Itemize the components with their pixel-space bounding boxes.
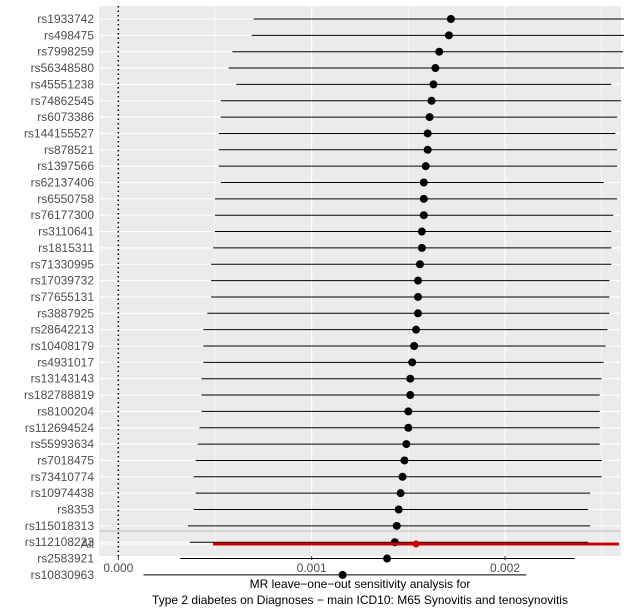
point-rs1815311 bbox=[417, 243, 426, 252]
point-rs3887925 bbox=[414, 309, 422, 318]
point-rs10830963 bbox=[338, 570, 347, 579]
y-tick-label: rs144155527 bbox=[24, 126, 94, 140]
y-tick-label: rs45551238 bbox=[31, 77, 95, 91]
y-tick-label: rs115018313 bbox=[25, 519, 94, 533]
point-rs17039732 bbox=[414, 276, 422, 285]
data-marks bbox=[143, 15, 624, 579]
y-tick-label: rs112694524 bbox=[25, 421, 94, 435]
x-tick-label: 0.000 bbox=[103, 561, 133, 575]
y-tick-label: rs8100204 bbox=[37, 404, 94, 418]
point-rs8100204 bbox=[404, 407, 413, 416]
y-tick-label: rs3887925 bbox=[37, 306, 94, 320]
y-tick-label: rs3110641 bbox=[38, 225, 94, 239]
point-rs28642213 bbox=[412, 325, 421, 334]
y-tick-label: rs1815311 bbox=[38, 241, 94, 255]
point-rs144155527 bbox=[423, 129, 432, 138]
point-rs1397566 bbox=[421, 162, 430, 171]
point-summary bbox=[412, 540, 420, 548]
x-tick-labels: 0.000 0.001 0.002 bbox=[103, 556, 520, 575]
y-tick-label: rs7998259 bbox=[37, 45, 94, 59]
point-rs498475 bbox=[444, 31, 453, 40]
point-rs73410774 bbox=[398, 472, 407, 481]
point-rs45551238 bbox=[429, 80, 438, 89]
y-tick-label: rs112108223 bbox=[25, 535, 94, 549]
x-tick-label: 0.001 bbox=[297, 561, 327, 575]
y-tick-label: rs74862545 bbox=[31, 94, 95, 108]
point-rs77655131 bbox=[414, 292, 422, 301]
point-rs7018475 bbox=[400, 456, 409, 465]
y-tick-label: rs13143143 bbox=[31, 372, 95, 386]
y-tick-label: rs71330995 bbox=[31, 257, 95, 271]
y-tick-label: rs8353 bbox=[57, 503, 94, 517]
point-rs182788819 bbox=[406, 391, 415, 400]
y-tick-label: rs6550758 bbox=[37, 192, 94, 206]
y-tick-label: rs7018475 bbox=[37, 453, 94, 467]
y-tick-label: rs4931017 bbox=[37, 355, 94, 369]
y-tick-label: rs10408179 bbox=[31, 339, 95, 353]
point-rs76177300 bbox=[419, 211, 428, 220]
point-rs8353 bbox=[394, 505, 403, 514]
y-tick-label: rs28642213 bbox=[31, 323, 95, 337]
y-tick-label: rs1933742 bbox=[37, 12, 94, 26]
y-tick-label-summary: All bbox=[81, 537, 94, 551]
point-rs6073386 bbox=[425, 113, 434, 122]
y-tick-label: rs1397566 bbox=[37, 159, 94, 173]
y-tick-label: rs73410774 bbox=[31, 470, 95, 484]
y-tick-label: rs77655131 bbox=[31, 290, 95, 304]
x-tick-label: 0.002 bbox=[490, 561, 520, 575]
point-rs6550758 bbox=[419, 194, 428, 203]
point-rs4931017 bbox=[408, 358, 417, 367]
y-tick-label: rs17039732 bbox=[31, 274, 95, 288]
y-tick-label: rs498475 bbox=[44, 28, 94, 42]
y-tick-label: rs55993634 bbox=[31, 437, 95, 451]
y-tick-label: rs10974438 bbox=[31, 486, 95, 500]
y-tick-label: rs182788819 bbox=[24, 388, 94, 402]
point-rs112694524 bbox=[404, 423, 413, 432]
point-rs62137406 bbox=[419, 178, 428, 187]
y-tick-label: rs76177300 bbox=[31, 208, 95, 222]
point-rs878521 bbox=[423, 145, 432, 154]
x-axis-title-line1: MR leave−one−out sensitivity analysis fo… bbox=[250, 577, 471, 591]
y-tick-label: rs6073386 bbox=[37, 110, 94, 124]
y-tick-labels: rs1933742 rs498475 rs7998259 rs56348580 rs45… bbox=[24, 12, 94, 582]
y-tick-label: rs2583921 bbox=[37, 552, 94, 566]
point-rs71330995 bbox=[415, 260, 424, 269]
point-rs2583921 bbox=[383, 554, 392, 563]
point-rs10974438 bbox=[396, 489, 405, 498]
y-tick-label: rs878521 bbox=[44, 143, 94, 157]
y-tick-label: rs56348580 bbox=[31, 61, 95, 75]
x-axis-title-line2: Type 2 diabetes on Diagnoses − main ICD1… bbox=[152, 593, 568, 607]
y-tick-label: rs10830963 bbox=[31, 568, 95, 582]
point-rs74862545 bbox=[427, 96, 436, 105]
point-rs3110641 bbox=[417, 227, 426, 236]
point-rs10408179 bbox=[410, 342, 419, 350]
point-rs7998259 bbox=[435, 47, 444, 56]
point-rs13143143 bbox=[406, 374, 415, 383]
point-rs56348580 bbox=[431, 64, 440, 73]
point-rs55993634 bbox=[402, 440, 411, 449]
point-rs1933742 bbox=[446, 15, 455, 23]
y-tick-label: rs62137406 bbox=[31, 176, 95, 190]
point-rs115018313 bbox=[392, 521, 401, 530]
